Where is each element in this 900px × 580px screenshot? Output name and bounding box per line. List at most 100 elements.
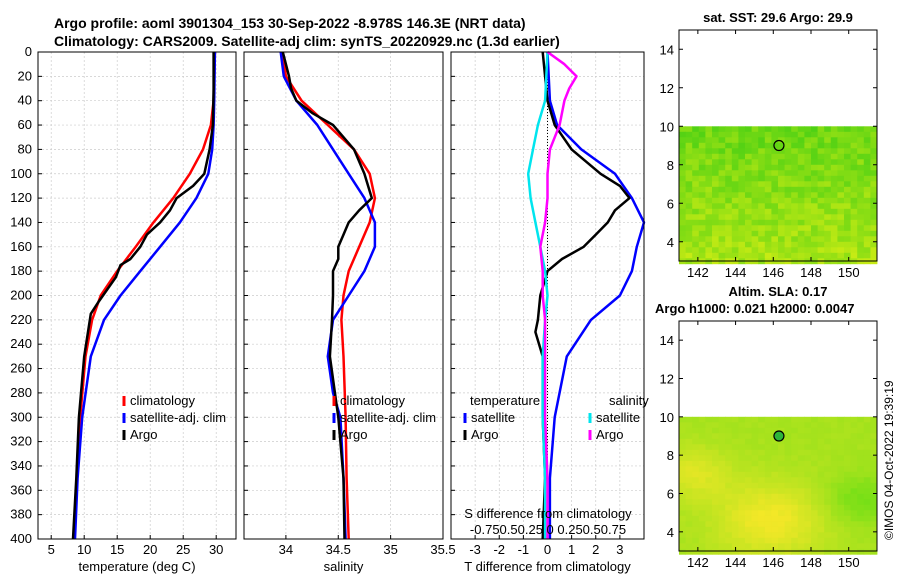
map-cell (764, 186, 772, 193)
map-cell (811, 515, 818, 522)
map-cell (771, 208, 779, 215)
map-cell (830, 247, 838, 254)
map-cell (679, 515, 686, 522)
map-cell (679, 252, 686, 259)
map-cell (731, 197, 739, 204)
map-cell (725, 236, 733, 243)
map-cell (791, 230, 799, 237)
map-cell (712, 126, 719, 133)
map-cell (731, 241, 739, 248)
map-cell (850, 181, 858, 188)
map-cell (830, 471, 838, 478)
map-cell (817, 153, 825, 160)
map-cell (830, 493, 838, 500)
map-cell (791, 170, 799, 177)
map-cell (712, 438, 719, 445)
map-cell (705, 142, 713, 149)
map-cell (844, 488, 851, 495)
map-cell (850, 247, 858, 254)
map-cell (824, 148, 832, 155)
map-cell (738, 455, 746, 462)
map-cell (804, 466, 812, 473)
map-cell (738, 175, 746, 182)
map-cell (830, 504, 838, 511)
map-cell (685, 164, 693, 171)
map-cell (870, 543, 878, 550)
y-tick-label: 320 (10, 434, 32, 449)
map-cell (844, 471, 851, 478)
map-cell (857, 208, 865, 215)
map-cell (857, 131, 865, 138)
map-cell (824, 515, 832, 522)
map-cell (837, 170, 845, 177)
map-cell (771, 438, 779, 445)
map-cell (791, 197, 799, 204)
map-cell (817, 219, 825, 226)
map-cell (817, 499, 825, 506)
map-cell (784, 526, 792, 533)
map-cell (745, 170, 752, 177)
map-cell (692, 504, 700, 511)
map-cell (837, 460, 845, 467)
map-cell (764, 521, 772, 528)
map-cell (844, 466, 851, 473)
map-cell (725, 142, 733, 149)
map-cell (731, 504, 739, 511)
map-cell (745, 504, 752, 511)
x-tick-label: 144 (725, 555, 747, 570)
map-cell (738, 416, 746, 423)
map-cell (771, 225, 779, 232)
map-cell (863, 499, 871, 506)
map-cell (844, 241, 851, 248)
map-cell (837, 197, 845, 204)
map-cell (837, 488, 845, 495)
map-cell (712, 460, 719, 467)
map-cell (817, 477, 825, 484)
map-cell (778, 192, 785, 199)
map-cell (745, 126, 752, 133)
map-cell (679, 126, 686, 133)
map-cell (824, 236, 832, 243)
map-cell (738, 192, 746, 199)
map-cell (712, 510, 719, 517)
map-cell (771, 427, 779, 434)
map-cell (863, 170, 871, 177)
map-cell (764, 214, 772, 221)
map-cell (685, 515, 693, 522)
map-cell (817, 214, 825, 221)
map-cell (718, 126, 726, 133)
map-cell (705, 515, 713, 522)
map-cell (804, 548, 812, 555)
map-cell (837, 455, 845, 462)
map-cell (731, 148, 739, 155)
map-cell (791, 137, 799, 144)
map-cell (817, 208, 825, 215)
map-cell (751, 444, 759, 451)
map-cell (758, 499, 766, 506)
map-cell (745, 241, 752, 248)
map-cell (797, 137, 805, 144)
y-tick-label: 10 (660, 119, 674, 134)
map-cell (850, 504, 858, 511)
map-cell (679, 433, 686, 440)
map-cell (731, 427, 739, 434)
map-cell (797, 230, 805, 237)
map-cell (705, 170, 713, 177)
map-cell (837, 159, 845, 166)
map-cell (824, 537, 832, 544)
map-cell (844, 427, 851, 434)
map-frame (678, 29, 878, 262)
map-cell (758, 197, 766, 204)
map-cell (870, 499, 878, 506)
map-cell (692, 416, 700, 423)
map-cell (811, 186, 818, 193)
map-cell (751, 427, 759, 434)
map-cell (685, 252, 693, 259)
map-cell (811, 416, 818, 423)
map-cell (698, 422, 706, 429)
map-cell (784, 186, 792, 193)
map-cell (705, 230, 713, 237)
map-cell (863, 181, 871, 188)
map-cell (817, 455, 825, 462)
